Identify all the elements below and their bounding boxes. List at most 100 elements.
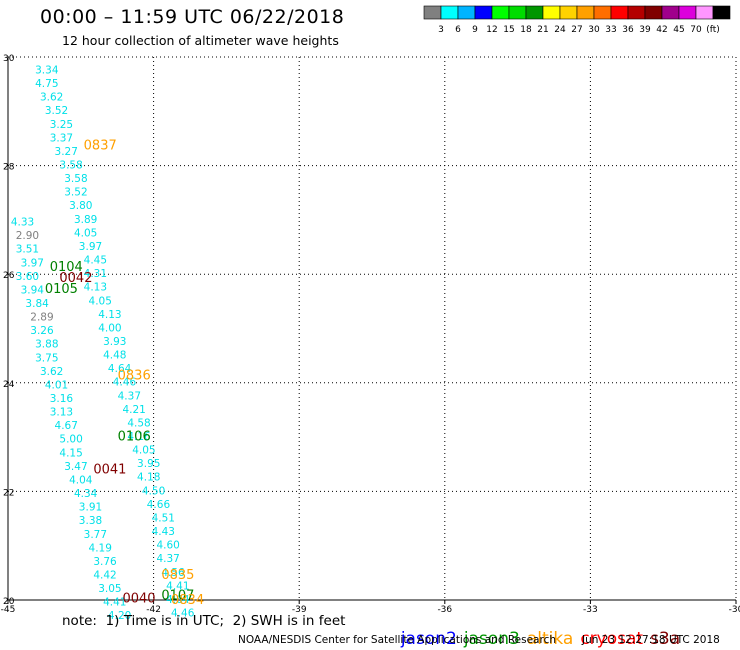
- credit-line: NOAA/NESDIS Center for Satellite Applica…: [238, 634, 720, 646]
- wave-height-point: 3.52: [45, 105, 68, 117]
- wave-height-point: 3.97: [21, 257, 44, 269]
- wave-height-point: 3.95: [137, 458, 160, 470]
- wave-height-point: 3.26: [30, 325, 54, 337]
- wave-height-point: 4.34: [74, 488, 98, 500]
- pass-time-label: 0835: [161, 568, 194, 583]
- colorbar-label: 27: [571, 25, 582, 35]
- wave-height-point: 4.16: [127, 431, 151, 443]
- wave-height-point: 4.58: [127, 417, 150, 429]
- x-tick-label: -39: [292, 605, 307, 615]
- wave-height-point: 3.16: [50, 393, 74, 405]
- wave-height-point: 4.05: [74, 227, 97, 239]
- pass-time-label: 0837: [84, 138, 117, 153]
- chart-subtitle: 12 hour collection of altimeter wave hei…: [62, 33, 339, 48]
- wave-height-point: 4.13: [84, 282, 107, 294]
- legend-jason3: jason3: [463, 629, 520, 649]
- wave-height-point: 4.31: [84, 268, 107, 280]
- wave-height-point: 4.00: [98, 322, 121, 334]
- wave-height-point: 3.93: [103, 336, 126, 348]
- y-tick-label: 22: [3, 488, 14, 498]
- colorbar-label: 12: [486, 25, 497, 35]
- wave-height-plot: -45 -42 -39 -36 -33 -30 30 28 26 24 22 20 3.34 4.75 3.…: [1, 54, 740, 620]
- wave-height-point: 4.33: [11, 217, 34, 229]
- wave-height-point: 3.51: [16, 244, 39, 256]
- wave-height-point: 3.62: [40, 92, 63, 104]
- satellite-legend: jason2 jason3 altika cryosat s3a: [390, 609, 687, 649]
- wave-height-point: 4.75: [35, 78, 58, 90]
- wave-height-point: 4.15: [59, 447, 82, 459]
- legend-jason2: jason2: [400, 629, 457, 649]
- wave-height-point: 3.13: [50, 407, 73, 419]
- pass-time-label: 0105: [45, 282, 78, 297]
- credit-text: NOAA/NESDIS Center for Satellite Applica…: [238, 634, 556, 646]
- wave-height-point: 4.67: [55, 420, 78, 432]
- legend-altika: altika: [526, 629, 574, 649]
- y-tick-label: 28: [3, 163, 15, 173]
- wave-height-point: 4.50: [142, 485, 165, 497]
- wave-height-point: 4.64: [166, 594, 190, 606]
- x-tick-label: -33: [583, 605, 598, 615]
- wave-height-point: 3.84: [25, 298, 49, 310]
- x-tick-label: -45: [1, 605, 16, 615]
- wave-height-point: 3.58: [59, 160, 82, 172]
- pass-time-label: 0104: [50, 260, 83, 275]
- page-title: 00:00 – 11:59 UTC 06/22/2018: [40, 6, 345, 28]
- y-tick-label: 30: [3, 54, 15, 64]
- wave-height-point: 4.64: [108, 363, 132, 375]
- colorbar-label: 42: [656, 25, 667, 35]
- wave-height-point: 5.00: [59, 434, 82, 446]
- colorbar-label: 45: [673, 25, 684, 35]
- colorbar-label: 15: [503, 25, 514, 35]
- wave-height-point: 4.18: [137, 472, 160, 484]
- colorbar-label: 21: [537, 25, 548, 35]
- wave-height-point: 4.56: [161, 567, 185, 579]
- wave-height-point: 3.58: [64, 173, 87, 185]
- wave-height-point: 3.62: [40, 366, 63, 378]
- timestamp: Jun 23 12:27:18 UTC 2018: [582, 634, 720, 646]
- wave-height-point: 4.20: [108, 610, 131, 620]
- wave-height-point: 3.52: [64, 187, 87, 199]
- wave-height-point: 4.66: [147, 499, 171, 511]
- wave-height-point: 3.25: [50, 119, 73, 131]
- wave-height-point: 4.60: [156, 540, 179, 552]
- colorbar-label: 70: [690, 25, 702, 35]
- wave-height-point: 3.97: [79, 241, 102, 253]
- wave-height-point: 3.77: [84, 529, 107, 541]
- wave-height-point: 4.41: [166, 580, 189, 592]
- wave-height-point: 4.37: [118, 390, 141, 402]
- wave-height-point: 4.46: [171, 607, 195, 619]
- y-tick-label: 24: [3, 380, 15, 390]
- wave-height-point: 4.13: [98, 309, 121, 321]
- wave-height-point: 3.88: [35, 339, 58, 351]
- wave-height-point: 3.37: [50, 132, 73, 144]
- wave-height-point: 4.48: [103, 350, 126, 362]
- wave-height-point: 2.89: [30, 312, 53, 324]
- wave-height-point: 3.76: [93, 556, 117, 568]
- wave-height-point: 4.37: [156, 553, 179, 565]
- wave-height-point: 4.45: [84, 255, 107, 267]
- pass-time-label: 0106: [118, 429, 151, 444]
- colorbar-label: 33: [605, 25, 616, 35]
- x-tick-label: -36: [437, 605, 452, 615]
- y-tick-label: 26: [3, 271, 15, 281]
- colorbar-label: 18: [520, 25, 532, 35]
- wave-height-point: 3.89: [74, 214, 97, 226]
- wave-height-point: 4.46: [113, 377, 137, 389]
- legend-cryosat: cryosat: [580, 629, 644, 649]
- color-scale-legend: 3 6 9 12 15 18 21 24 27 30 33 36 39 42 45 70 (ft): [423, 5, 731, 35]
- x-tick-label: -42: [146, 605, 161, 615]
- wave-height-point: 4.04: [69, 474, 93, 486]
- colorbar-swatch: [712, 5, 731, 20]
- wave-height-point: 3.94: [21, 284, 45, 296]
- wave-height-point: 3.05: [98, 583, 121, 595]
- wave-height-point: 4.05: [89, 295, 112, 307]
- wave-height-point: 4.21: [122, 404, 145, 416]
- colorbar-label: 24: [554, 25, 566, 35]
- wave-height-point: 4.43: [152, 526, 175, 538]
- pass-time-label: 0834: [171, 593, 204, 608]
- wave-height-point: 3.38: [79, 515, 102, 527]
- wave-height-point: 4.19: [89, 542, 112, 554]
- pass-time-label: 0107: [161, 589, 194, 604]
- wave-height-point: 3.80: [69, 200, 92, 212]
- colorbar-label: 3: [438, 25, 444, 35]
